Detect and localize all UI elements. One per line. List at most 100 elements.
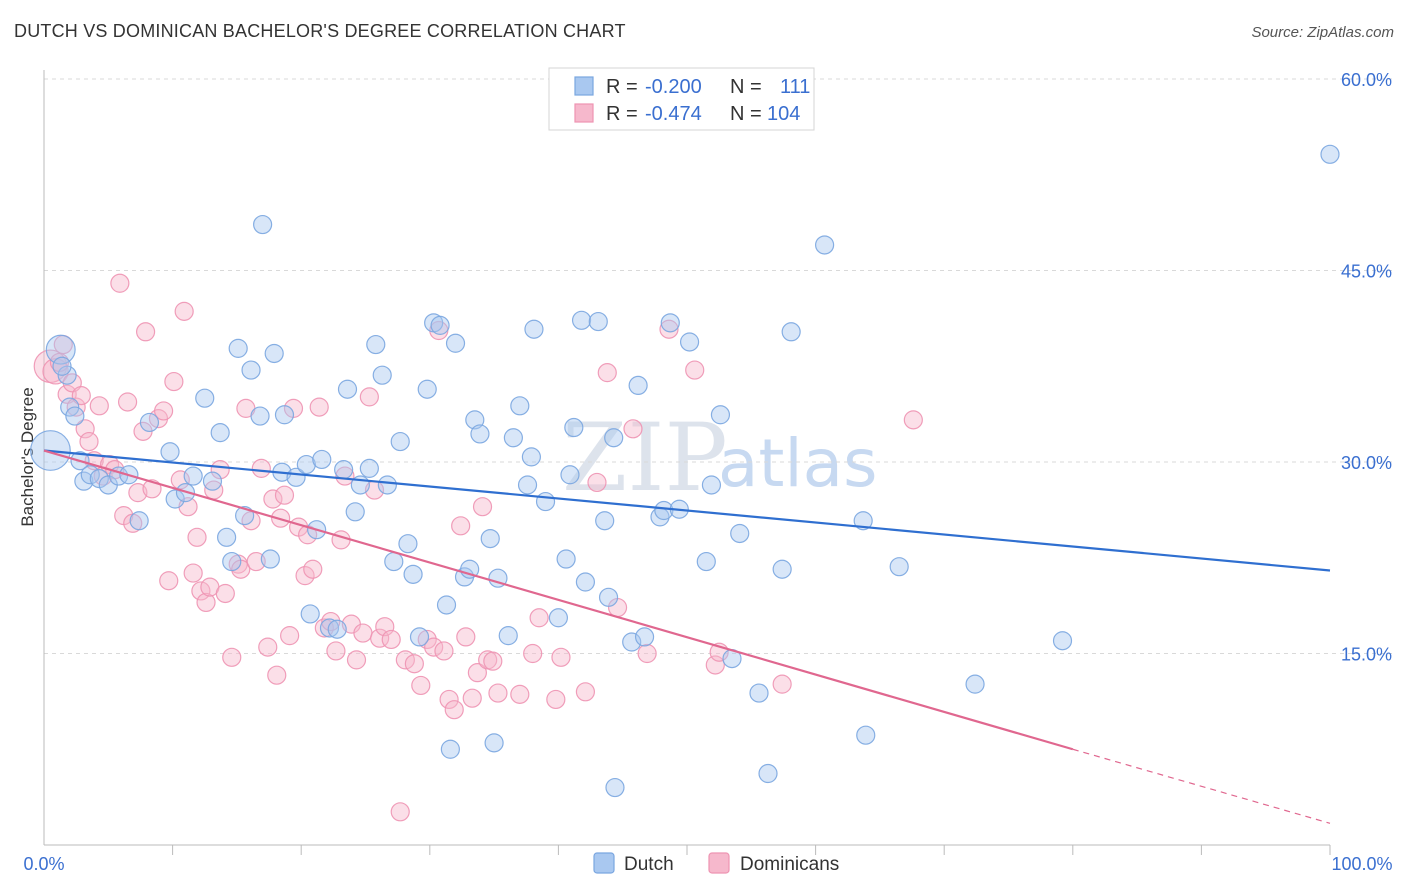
series-legend-swatch-dutch [593, 852, 615, 874]
dutch-point [965, 674, 985, 694]
dutch-point [312, 449, 332, 470]
dominicans-point [71, 386, 91, 406]
dutch-point [772, 559, 792, 579]
dutch-point [366, 334, 386, 355]
legend-dutch-n-value: 111 [780, 76, 810, 98]
series-legend-label-dominicans: Dominicans [740, 854, 839, 875]
dutch-point [1052, 631, 1073, 651]
legend-dominicans-n-label: N = [730, 103, 762, 125]
dominicans-point [309, 397, 329, 417]
dutch-point [398, 534, 418, 554]
dominicans-point [128, 483, 148, 503]
dominicans-point [434, 641, 454, 661]
dutch-point [45, 334, 76, 365]
dominicans-point [353, 623, 373, 643]
dutch-point [701, 475, 722, 495]
dominicans-point [110, 273, 130, 293]
dutch-point [296, 454, 316, 475]
dominicans-point [298, 525, 318, 545]
dutch-point [409, 627, 430, 647]
dutch-point [510, 396, 530, 416]
dutch-point [334, 460, 354, 480]
dominicans-point [381, 629, 401, 650]
dutch-point [57, 365, 77, 385]
dutch-point [377, 475, 397, 495]
dutch-point [222, 551, 242, 572]
dominicans-point [215, 583, 235, 604]
x-tick-label-min: 0.0% [23, 854, 64, 874]
dominicans-point [89, 396, 109, 416]
dutch-point [889, 557, 909, 577]
dutch-point [815, 235, 835, 255]
dominicans-point [659, 319, 679, 339]
dutch-point [337, 379, 358, 399]
dominicans-point [75, 419, 95, 439]
legend-dominicans-n-value: 104 [767, 103, 800, 125]
dutch-point [165, 489, 185, 509]
dominicans-point [183, 563, 203, 583]
dutch-point [195, 388, 215, 408]
dutch-point [1320, 144, 1340, 164]
dominicans-point [135, 322, 156, 342]
dominicans-point [346, 650, 367, 670]
dutch-point [260, 549, 280, 569]
dutch-point [560, 465, 580, 485]
dutch-point [129, 511, 149, 531]
dutch-point [327, 619, 347, 639]
watermark-zip: ZIP [562, 404, 728, 513]
dominicans-point [153, 401, 174, 421]
dutch-point [604, 428, 624, 448]
dominicans-point [42, 358, 69, 385]
dominicans-point [246, 551, 266, 572]
series-legend: Dutch Dominicans [593, 852, 839, 875]
y-tick-label: 30.0% [1341, 453, 1392, 473]
dominicans-point [117, 392, 138, 412]
dominicans-point [467, 663, 487, 683]
dominicans-point [263, 489, 283, 509]
dutch-point [480, 528, 500, 549]
dutch-point [445, 333, 466, 353]
dominicans-point [623, 419, 643, 439]
dominicans-point [251, 458, 271, 478]
dutch-point [160, 442, 180, 462]
dominicans-point [210, 460, 230, 480]
dominicans-point [164, 371, 184, 392]
dominicans-point [267, 665, 287, 685]
y-axis-label: Bachelor's Degree [18, 387, 37, 526]
dutch-point [345, 502, 365, 522]
dutch-point [524, 319, 544, 339]
dutch-point [521, 447, 541, 467]
dutch-point [571, 310, 592, 330]
dominicans-point [637, 643, 657, 664]
dominicans-point [587, 472, 607, 493]
dutch-point [634, 627, 655, 647]
dominicans-point [326, 641, 346, 661]
dominicans-point [529, 608, 549, 628]
dutch-point [598, 587, 619, 607]
stats-legend: R = -0.200 N = 111 R = -0.474 N = 104 [548, 67, 815, 131]
dominicans-point [546, 689, 566, 710]
axes [43, 70, 1331, 855]
dutch-point [605, 777, 625, 798]
dutch-point [202, 471, 223, 491]
dutch-point [535, 491, 556, 512]
dutch-point [696, 551, 716, 572]
legend-swatch-dutch [574, 76, 594, 96]
dominicans-point [159, 571, 179, 591]
dominicans-point [79, 431, 99, 452]
dutch-point [517, 475, 538, 495]
dutch-point [390, 431, 410, 452]
dominicans-point [295, 566, 315, 586]
dominicans-point [705, 655, 725, 675]
dutch-point [484, 733, 504, 753]
source-attribution: Source: ZipAtlas.com [1251, 24, 1394, 41]
dominicans-point [321, 611, 341, 632]
gridlines [44, 78, 1392, 654]
dominicans-point [359, 387, 379, 407]
legend-dominicans-r-label: R = [606, 103, 638, 125]
dominicans-point [444, 700, 464, 720]
dutch-point [372, 365, 392, 385]
legend-dutch-r-label: R = [606, 76, 638, 98]
dutch-point [595, 511, 615, 531]
dutch-point [588, 311, 608, 332]
